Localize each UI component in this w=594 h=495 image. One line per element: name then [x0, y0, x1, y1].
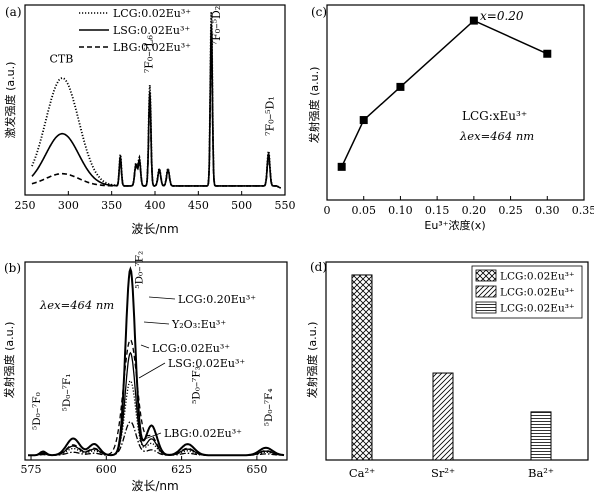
- panel-c-xtick-label-5: 0.25: [498, 204, 523, 217]
- panel-c-point-1: [359, 116, 368, 125]
- panel-c-sample-label: LCG:xEu³⁺: [462, 109, 527, 123]
- panel-d-bar-0: [351, 274, 373, 461]
- panel-b-leader-1: [148, 296, 176, 300]
- panel-b-curve-5: [28, 421, 284, 456]
- panel-d-legend-entry-1: LCG:0.02Eu³⁺: [500, 287, 575, 299]
- panel-b-series-label-2: Y₂O₃:Eu³⁺: [171, 318, 226, 331]
- panel-a-annotation-0: CTB: [49, 53, 73, 66]
- panel-c-lambda-label: λex=464 nm: [459, 129, 534, 143]
- panel-b-leader-3: [140, 344, 150, 349]
- panel-b-leader-2: [143, 321, 170, 325]
- panel-d-category-2: Ba²⁺: [528, 466, 554, 480]
- panel-a-xtick-label-6: 550: [275, 199, 296, 212]
- panel-a-xtick-label-2: 350: [101, 199, 122, 212]
- panel-b-series-label-4: LSG:0.02Eu³⁺: [168, 357, 245, 370]
- panel-c-xtick-label-3: 0.15: [425, 204, 450, 217]
- panel-c-xtick-label-4: 0.20: [462, 204, 487, 217]
- panel-b-series-label-3: LCG:0.02Eu³⁺: [152, 342, 230, 355]
- panel-a-curve-3: [31, 36, 281, 189]
- panel-b-xtick-label-0: 575: [21, 463, 42, 476]
- panel-b-series-label-1: LCG:0.20Eu³⁺: [178, 293, 256, 306]
- panel-c-xlabel: Eu³⁺浓度(x): [424, 218, 485, 232]
- panel-c-point-2: [396, 82, 405, 91]
- panel-a-xtick-label-5: 500: [231, 199, 252, 212]
- panel-a-annotations: CTB ⁷F₀–⁵L₆ ⁷F₀–⁵D₂ ⁷F₀–⁵D₁: [49, 6, 276, 136]
- panel-a-xticks: 250 300 350 400 450 500 550: [15, 191, 296, 212]
- panel-b-curves: [28, 266, 285, 457]
- panel-b-xtick-label-2: 625: [171, 463, 192, 476]
- panel-a-xlabel: 波长/nm: [131, 222, 178, 236]
- panel-c-line: [341, 19, 548, 168]
- panel-d-label: (d): [310, 260, 327, 274]
- panel-a-xtick-label-3: 400: [145, 199, 166, 212]
- panel-c-xtick-label-0: 0: [324, 204, 331, 217]
- panel-b-annotations: ⁵D₀–⁷F₀ ⁵D₀–⁷F₁ ⁵D₀–⁷F₂ ⁵D₀–⁷F₃ ⁵D₀–⁷F₄: [31, 251, 275, 430]
- panel-b-annotation-1: ⁵D₀–⁷F₁: [61, 374, 73, 412]
- panel-b-xticks: 575 600 625 650: [21, 456, 267, 476]
- panel-a-legend-entry-2: LSG:0.02Eu³⁺: [113, 24, 190, 37]
- panel-c-point-0: [337, 162, 346, 171]
- panel-b-lambda-label: λex=464 nm: [39, 298, 114, 312]
- panel-c-series: [337, 16, 552, 171]
- panel-a-legend-entry-1: LCG:0.02Eu³⁺: [113, 7, 191, 20]
- panel-c-xtick-label-7: 0.35: [572, 204, 594, 217]
- panel-c-xtick-label-6: 0.30: [535, 204, 560, 217]
- panel-d-legend-swatch-2: [475, 301, 497, 314]
- panel-c-frame: [326, 4, 585, 201]
- panel-b-series-labels: LCG:0.20Eu³⁺ Y₂O₃:Eu³⁺ LCG:0.02Eu³⁺ LSG:0.0…: [138, 293, 256, 442]
- panel-b-xtick-label-1: 600: [96, 463, 117, 476]
- panel-d-frame: [325, 261, 589, 461]
- panel-b-series-label-5: LBG:0.02Eu³⁺: [164, 427, 242, 440]
- panel-d-legend: LCG:0.02Eu³⁺ LCG:0.02Eu³⁺ LCG:0.02Eu³⁺: [471, 265, 583, 319]
- panel-a-xtick-label-1: 300: [58, 199, 79, 212]
- panel-c-xtick-label-2: 0.10: [388, 204, 413, 217]
- panel-a-annotation-1: ⁷F₀–⁵L₆: [142, 34, 155, 73]
- panel-d-legend-entry-0: LCG:0.02Eu³⁺: [500, 271, 575, 283]
- panel-d-bar-1: [432, 372, 454, 461]
- panel-c-point-4: [543, 49, 552, 58]
- panel-a-annotation-2: ⁷F₀–⁵D₂: [210, 6, 223, 46]
- panel-c-point-3: [469, 16, 478, 25]
- panel-d-ylabel: 发射强度 (a.u.): [305, 322, 319, 399]
- panel-b-label: (b): [4, 261, 21, 275]
- panel-a-legend: LCG:0.02Eu³⁺ LSG:0.02Eu³⁺ LBG:0.02Eu³⁺: [79, 7, 191, 54]
- panel-d-category-0: Ca²⁺: [349, 466, 375, 480]
- panel-a-xtick-label-0: 250: [15, 199, 36, 212]
- panel-d-legend-swatch-0: [475, 269, 497, 282]
- panel-c-ylabel: 发射强度 (a.u.): [307, 67, 321, 144]
- panel-b-annotation-3: ⁵D₀–⁷F₃: [191, 366, 203, 404]
- panel-c-label: (c): [311, 5, 327, 19]
- panel-a-label: (a): [5, 5, 22, 19]
- panel-c: (c) 0 0.05 0.10 0.15 0.20 0.25 0.30 0.35 Eu³⁺浓度…: [307, 4, 594, 232]
- panel-d-category-1: Sr²⁺: [431, 466, 455, 480]
- panel-d-legend-entry-2: LCG:0.02Eu³⁺: [500, 303, 575, 315]
- panel-a-curve-1: [31, 11, 282, 189]
- panel-a-ylabel: 激发强度 (a.u.): [3, 62, 17, 139]
- panel-a-annotation-3: ⁷F₀–⁵D₁: [264, 96, 277, 136]
- panel-b: (b) 575 600 625 650 波长/nm 发射强度 (a.u.) λex=4…: [2, 251, 288, 493]
- panel-b-annotation-0: ⁵D₀–⁷F₀: [31, 392, 43, 430]
- panel-a-legend-entry-3: LBG:0.02Eu³⁺: [113, 41, 191, 54]
- panel-a-curves: [31, 11, 282, 189]
- panel-c-max-label: x=0.20: [480, 9, 524, 23]
- panel-a-xtick-label-4: 450: [188, 199, 209, 212]
- panel-b-xlabel: 波长/nm: [131, 479, 178, 493]
- panel-d-legend-swatch-1: [475, 285, 497, 298]
- panel-b-leader-4: [138, 362, 166, 379]
- panel-d: (d) Ca²⁺ Sr²⁺ Ba²⁺ 发射强度 (a.u.) LCG:0.02Eu³…: [305, 260, 589, 480]
- panel-d-bar-2: [530, 411, 552, 461]
- panel-a: (a) 250 300 350 400 450 500 550 波长/nm 激发强度 (a.…: [3, 4, 296, 236]
- panel-b-xtick-label-3: 650: [246, 463, 267, 476]
- panel-c-xtick-label-1: 0.05: [351, 204, 376, 217]
- panel-b-ylabel: 发射强度 (a.u.): [2, 322, 16, 399]
- panel-b-annotation-2: ⁵D₀–⁷F₂: [133, 251, 145, 289]
- panel-b-annotation-4: ⁵D₀–⁷F₄: [263, 388, 275, 426]
- panel-d-bars: [351, 274, 552, 461]
- panel-c-xticks: 0 0.05 0.10 0.15 0.20 0.25 0.30 0.35: [324, 196, 594, 217]
- panel-d-xlabels: Ca²⁺ Sr²⁺ Ba²⁺: [349, 466, 554, 480]
- panel-b-leader-5: [138, 432, 162, 442]
- panel-b-frame: [24, 261, 288, 461]
